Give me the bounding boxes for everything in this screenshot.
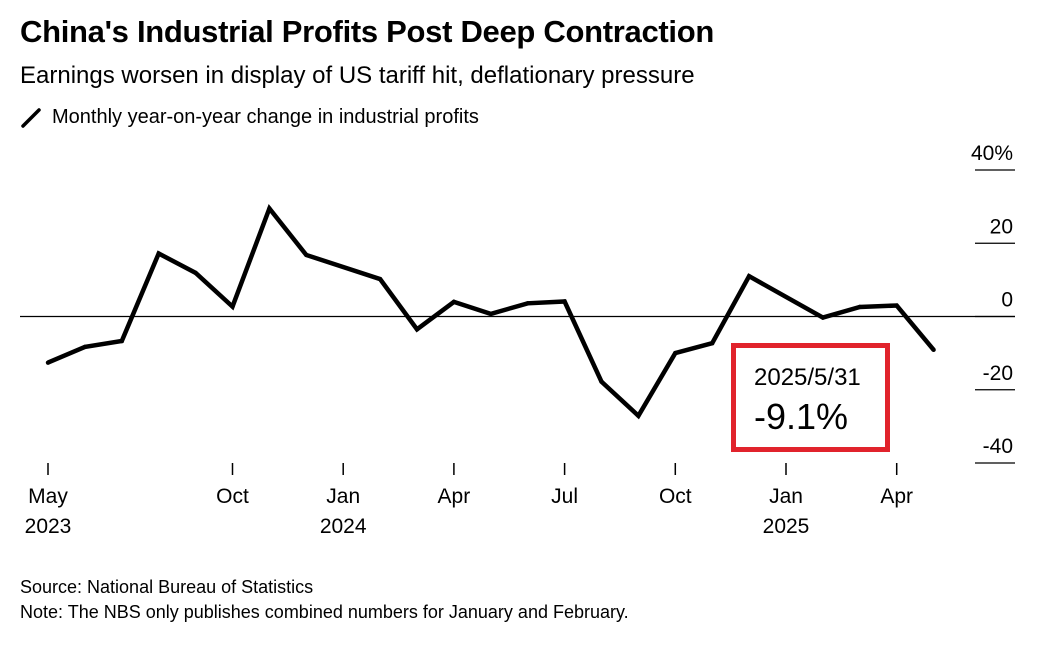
- x-tick-label: May: [28, 485, 68, 508]
- legend-line-icon: [21, 107, 41, 128]
- data-point: [230, 304, 235, 309]
- chart-title: China's Industrial Profits Post Deep Con…: [20, 14, 714, 49]
- data-point: [267, 206, 272, 211]
- data-point: [377, 276, 383, 282]
- data-point: [414, 327, 420, 332]
- data-point: [673, 350, 678, 356]
- data-point: [820, 315, 826, 320]
- data-point: [119, 338, 125, 344]
- data-point: [82, 344, 88, 350]
- legend: Monthly year-on-year change in industria…: [20, 106, 479, 129]
- x-tick-label: Jul: [551, 485, 578, 508]
- y-tick-label: 0: [1001, 289, 1013, 312]
- data-point: [746, 274, 752, 279]
- x-tick-label: Apr: [438, 485, 471, 508]
- chart-subtitle: Earnings worsen in display of US tariff …: [20, 62, 695, 89]
- y-tick-label: 20: [990, 215, 1013, 238]
- data-point: [710, 341, 715, 346]
- x-tick-year-label: 2025: [763, 515, 810, 538]
- data-point: [193, 270, 198, 276]
- data-point: [857, 304, 862, 310]
- callout-value: -9.1%: [754, 396, 849, 437]
- data-point: [636, 413, 641, 418]
- value-callout: 2025/5/31 -9.1%: [731, 343, 890, 452]
- data-point: [525, 301, 530, 306]
- data-point: [156, 251, 161, 256]
- x-tick-year-label: 2024: [320, 515, 367, 538]
- data-point: [488, 311, 493, 317]
- data-point: [451, 299, 457, 305]
- series-points: [45, 206, 936, 418]
- data-point: [599, 379, 604, 384]
- footnote: Note: The NBS only publishes combined nu…: [20, 602, 629, 622]
- x-tick-label: Apr: [880, 485, 913, 508]
- data-point: [562, 299, 567, 304]
- y-tick-label: 40%: [971, 142, 1013, 165]
- y-axis: 40% 20 0 -20 -40: [971, 142, 1015, 464]
- callout-date: 2025/5/31: [754, 364, 861, 391]
- x-tick-label: Oct: [216, 485, 249, 508]
- x-tick-label: Jan: [326, 485, 360, 508]
- source-note: Source: National Bureau of Statistics: [20, 577, 314, 597]
- x-axis: May 2023 Oct Jan 2024 Apr Jul Oct Jan 2025 Apr: [25, 463, 913, 538]
- y-tick-label: -20: [983, 362, 1013, 385]
- legend-label: Monthly year-on-year change in industria…: [52, 106, 479, 128]
- x-tick-label: Oct: [659, 485, 692, 508]
- x-tick-year-label: 2023: [25, 515, 72, 538]
- data-point: [931, 347, 936, 353]
- data-point: [304, 252, 309, 258]
- data-point: [894, 303, 899, 308]
- data-point: [45, 360, 51, 365]
- x-tick-label: Jan: [769, 485, 803, 508]
- y-tick-label: -40: [983, 435, 1013, 458]
